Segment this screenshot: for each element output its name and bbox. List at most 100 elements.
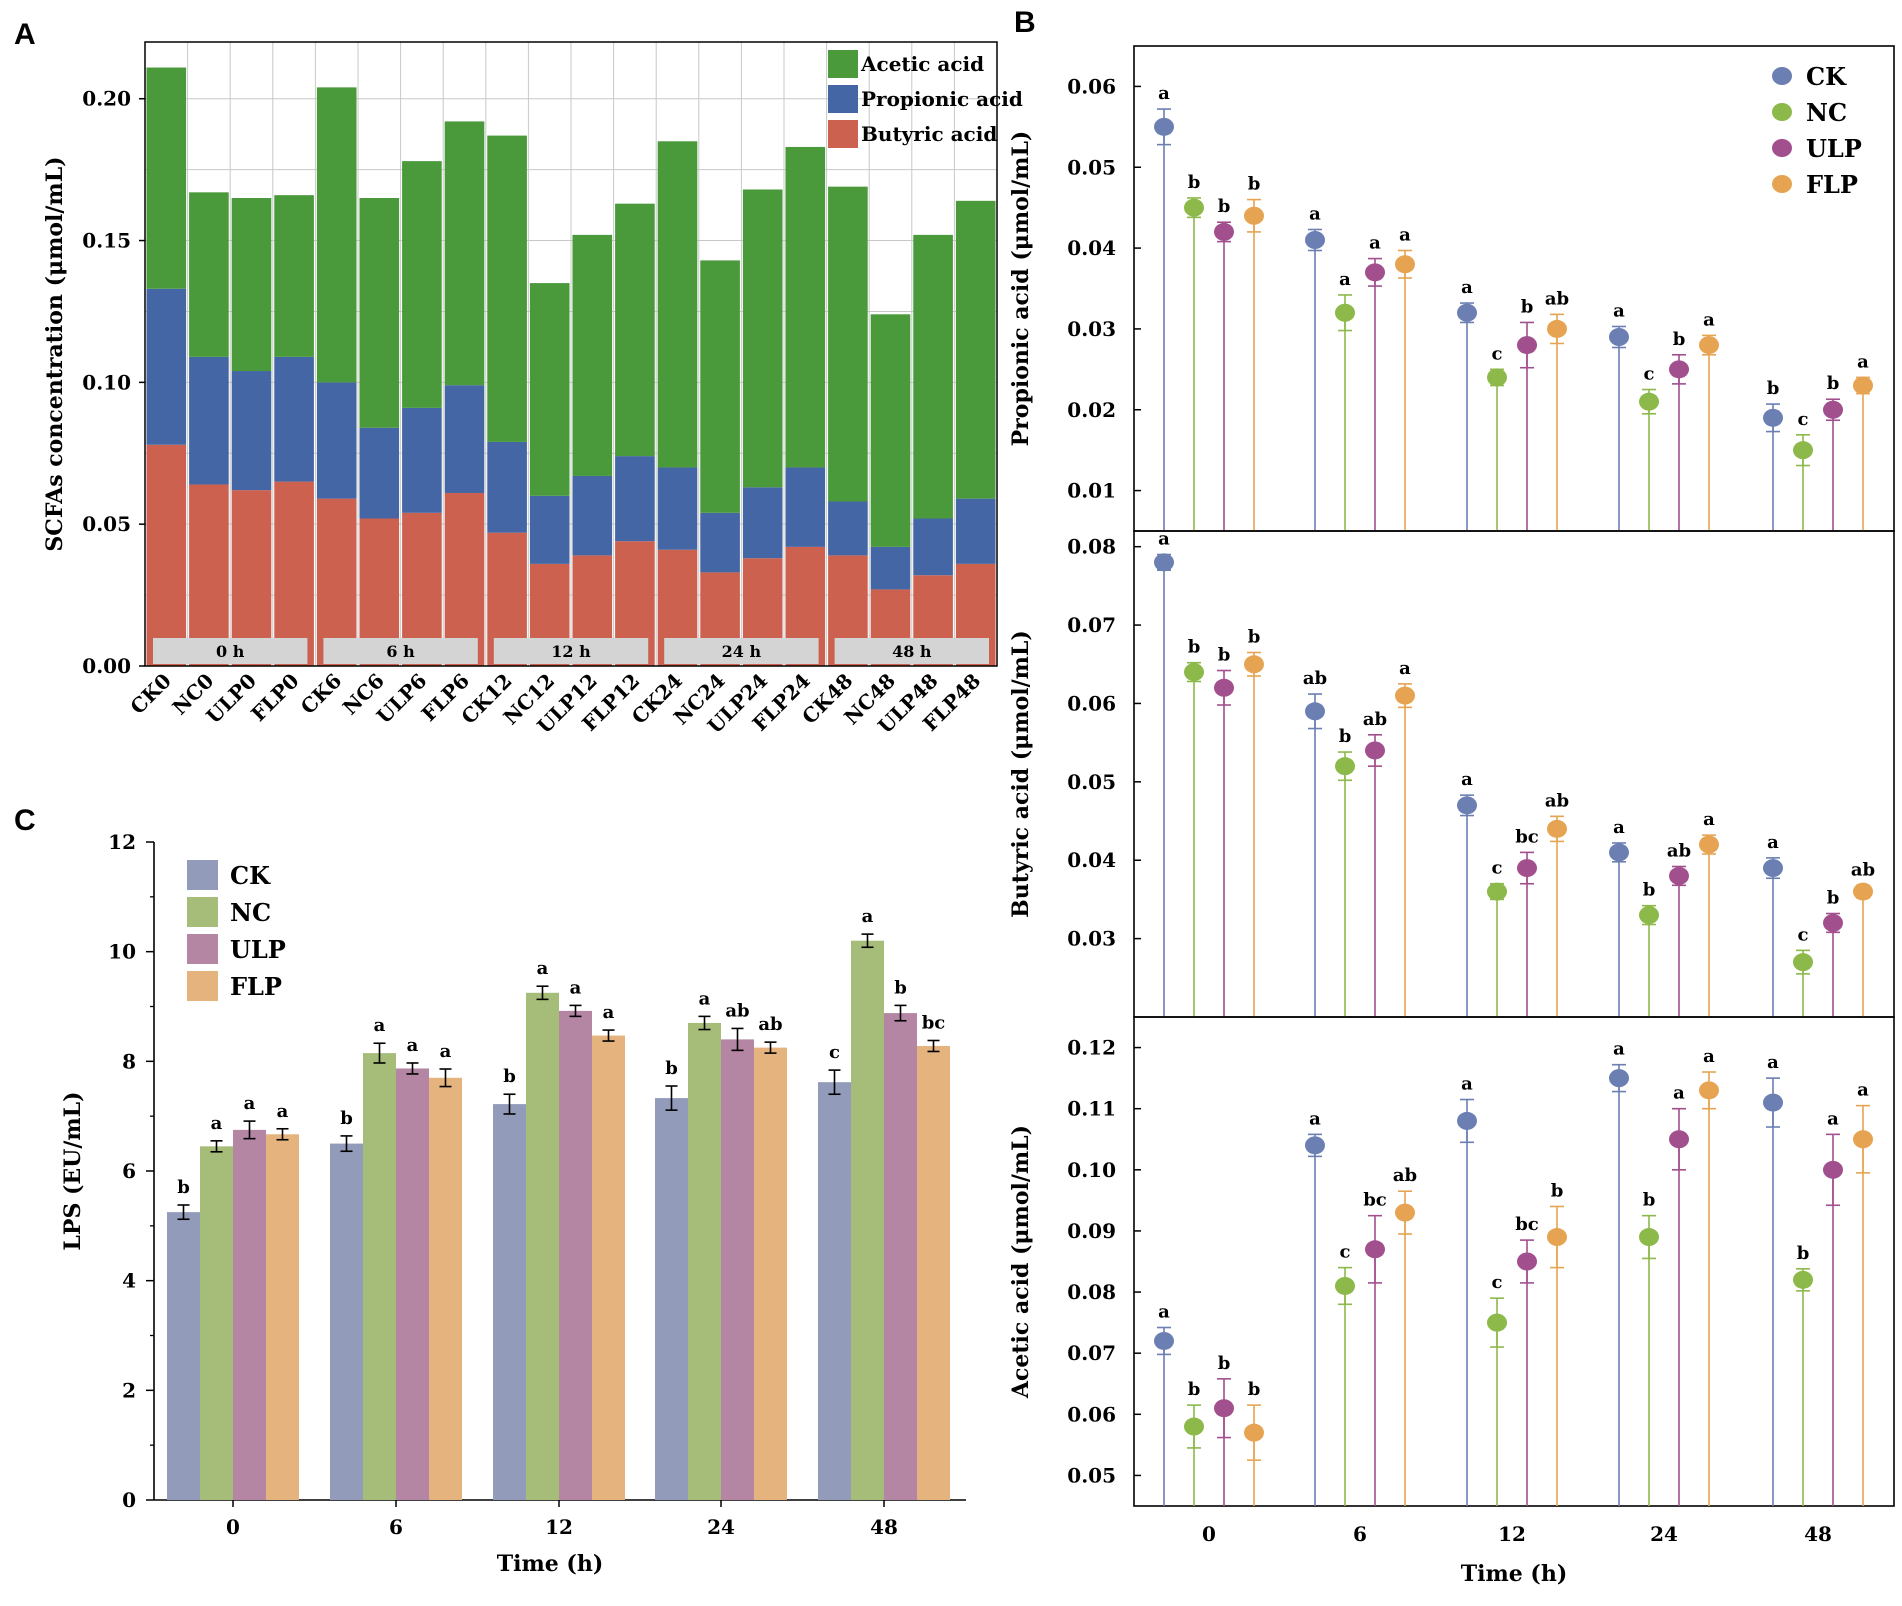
bar-propionic-acid [572, 475, 613, 556]
bar-propionic-acid [529, 495, 570, 564]
bar-acetic-acid [615, 203, 655, 457]
significance-letter: a [1461, 769, 1473, 790]
bar-nc [363, 1053, 396, 1500]
data-point [1853, 376, 1873, 395]
data-point [1365, 263, 1385, 282]
bar-propionic-acid [487, 441, 527, 533]
data-point [1395, 255, 1415, 274]
data-point [1487, 1313, 1507, 1332]
y-tick-label: 10 [108, 940, 136, 964]
significance-letter: a [570, 977, 582, 998]
significance-letter: a [1369, 233, 1381, 254]
significance-letter: a [1613, 817, 1625, 838]
bar-ulp [233, 1129, 266, 1500]
bar-ulp [884, 1013, 917, 1500]
subplot-3: 0.05 0.06 0.07 0.08 0.09 0.10 0.11 0.12 Acetic a… [1008, 1016, 1895, 1507]
y-tick-label: 0.07 [1067, 1341, 1116, 1365]
y-tick-label: 0.20 [82, 87, 131, 111]
y-tick-label: 0.04 [1067, 236, 1116, 260]
bar-propionic-acid [274, 356, 314, 482]
legend-label: Propionic acid [861, 87, 1023, 111]
significance-letter: b [1248, 627, 1261, 648]
y-axis-title: Acetic acid (μmol/mL) [1008, 1125, 1034, 1399]
significance-letter: a [603, 1002, 615, 1023]
significance-letter: c [1492, 858, 1503, 879]
group-label: 12 h [551, 642, 591, 661]
significance-letter: ab [1393, 1165, 1417, 1186]
x-tick-label: 6 [389, 1515, 403, 1539]
data-point [1184, 198, 1204, 217]
data-point [1517, 336, 1537, 355]
legend-marker [1772, 139, 1792, 157]
bar-propionic-acid [955, 498, 996, 564]
legend-swatch [187, 897, 218, 927]
significance-letter: a [1703, 809, 1715, 830]
significance-letter: b [340, 1108, 353, 1129]
significance-letter: a [862, 906, 874, 927]
bar-propionic-acid [742, 487, 783, 559]
significance-letter: b [1827, 888, 1840, 909]
data-point [1853, 882, 1873, 901]
plot-frame [1133, 1016, 1895, 1507]
data-point [1214, 678, 1234, 697]
legend-label: FLP [1806, 170, 1858, 199]
bar-acetic-acid [828, 186, 868, 502]
bar-propionic-acid [700, 512, 740, 573]
data-point [1214, 1399, 1234, 1418]
y-tick-label: 0.05 [1067, 1463, 1116, 1487]
x-tick-label: CK6 [296, 669, 346, 719]
data-point [1763, 408, 1783, 427]
legend-swatch [828, 85, 858, 113]
x-tick-label: CK0 [125, 669, 175, 719]
bar-butyric-acid [146, 444, 187, 666]
data-point [1487, 368, 1507, 387]
y-tick-label: 0.01 [1067, 479, 1116, 503]
significance-letter: bc [1363, 1190, 1387, 1211]
significance-letter: c [1644, 364, 1655, 385]
group-strip [493, 638, 649, 664]
plot-frame [144, 41, 998, 667]
data-point [1154, 117, 1174, 136]
legend-label: NC [1806, 98, 1847, 127]
legend-marker [1772, 67, 1792, 85]
y-tick-label: 0.05 [1067, 770, 1116, 794]
y-tick-label: 0.05 [1067, 155, 1116, 179]
significance-letter: b [1188, 1379, 1201, 1400]
data-point [1244, 1423, 1264, 1442]
bar-acetic-acid [487, 135, 527, 442]
significance-letter: b [1551, 1180, 1564, 1201]
significance-letter: bc [922, 1012, 946, 1033]
data-point [1244, 206, 1264, 225]
bar-acetic-acid [444, 121, 485, 386]
bar-ulp [559, 1010, 592, 1500]
bar-acetic-acid [146, 67, 187, 289]
significance-letter: ab [1851, 859, 1875, 880]
bar-propionic-acid [402, 407, 442, 513]
legend-label: CK [1806, 62, 1847, 91]
significance-letter: b [665, 1058, 678, 1079]
y-tick-label: 6 [122, 1159, 136, 1183]
bar-butyric-acid [274, 481, 314, 666]
bar-ulp [721, 1039, 754, 1500]
legend-swatch [828, 50, 858, 78]
significance-letter: a [1461, 277, 1473, 298]
bar-flp [266, 1134, 299, 1500]
significance-letter: ab [1545, 790, 1569, 811]
data-point [1547, 1228, 1567, 1247]
bar-acetic-acid [529, 283, 570, 496]
panel-label-a: A [14, 18, 36, 51]
x-tick-label: 12 [545, 1515, 573, 1539]
y-tick-label: 0.02 [1067, 398, 1116, 422]
bar-ck [330, 1143, 363, 1500]
data-point [1365, 741, 1385, 760]
data-point [1823, 400, 1843, 419]
bar-propionic-acid [913, 518, 953, 576]
significance-letter: c [1798, 924, 1809, 945]
data-point [1547, 819, 1567, 838]
data-point [1457, 303, 1477, 322]
group-label: 0 h [216, 642, 245, 661]
data-point [1335, 1276, 1355, 1295]
bar-acetic-acid [955, 200, 996, 499]
data-point [1154, 1331, 1174, 1350]
bar-nc [526, 992, 559, 1500]
